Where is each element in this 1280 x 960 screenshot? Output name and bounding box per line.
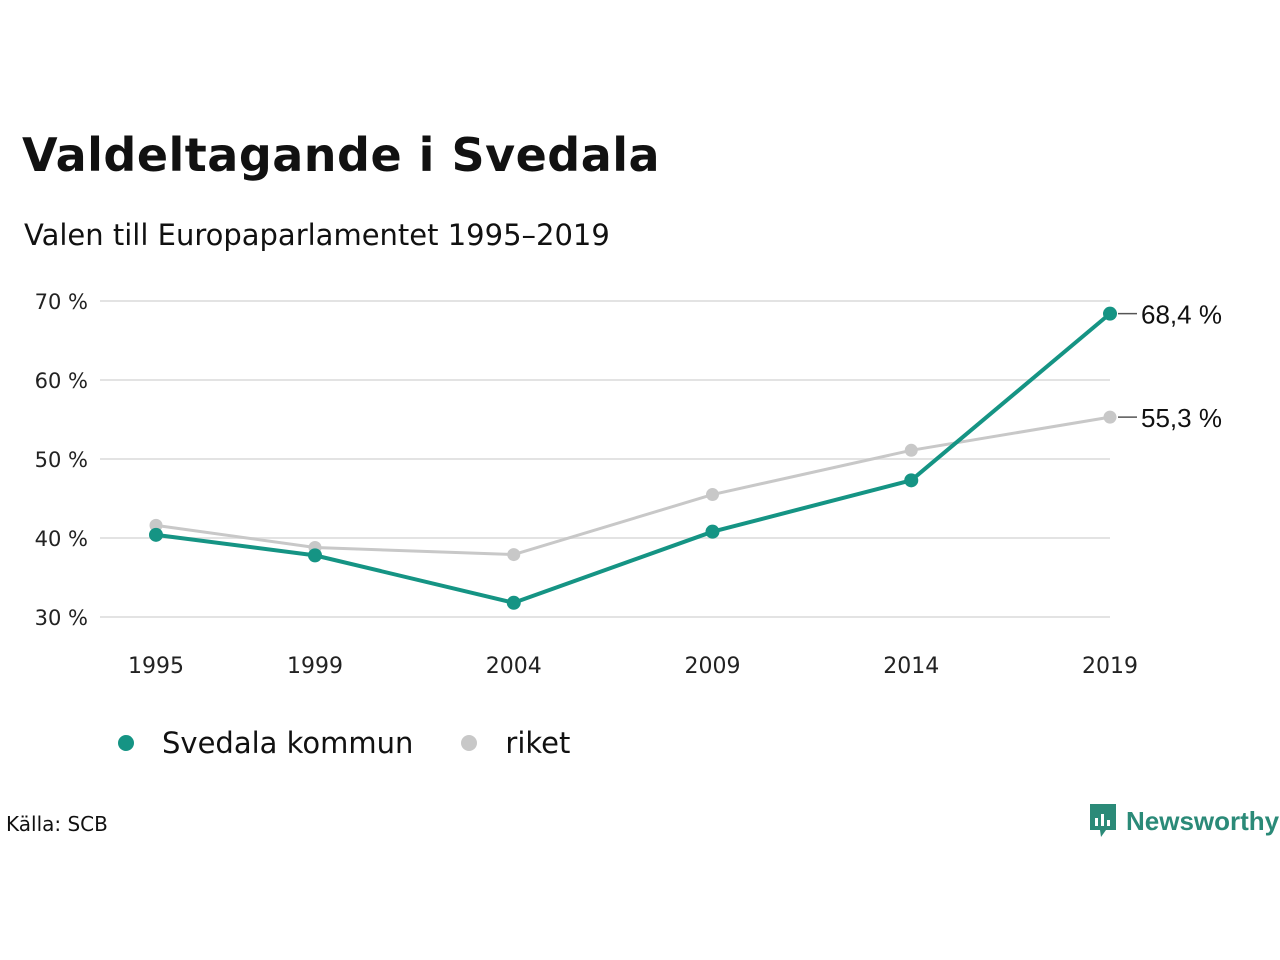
data-point-svedala	[308, 548, 322, 563]
source-note: Källa: SCB	[6, 812, 108, 836]
data-point-riket	[507, 548, 521, 562]
series-line-riket	[155, 415, 1111, 557]
chart-title: Valdeltagande i Svedala	[22, 128, 661, 182]
x-tick-label: 2004	[486, 654, 542, 679]
x-tick-label: 2014	[883, 654, 939, 679]
newsworthy-logo: Newsworthy	[1088, 802, 1279, 840]
data-point-svedala	[149, 527, 163, 542]
legend-item-svedala: Svedala kommun	[118, 726, 413, 760]
y-tick-label: 30 %	[35, 606, 88, 630]
data-point-riket	[149, 518, 163, 532]
data-point-svedala	[705, 524, 720, 539]
y-tick-label: 70 %	[35, 290, 88, 314]
legend: Svedala kommun riket	[118, 726, 618, 760]
newsworthy-chat-chart-icon	[1090, 804, 1116, 837]
y-tick-label: 40 %	[35, 527, 88, 551]
end-value-label-riket: 55,3 %	[1141, 403, 1222, 433]
x-tick-label: 2019	[1082, 654, 1138, 679]
legend-swatch-riket	[461, 735, 478, 751]
x-tick-label: 1999	[287, 654, 343, 679]
legend-item-riket: riket	[461, 726, 570, 760]
data-point-svedala	[506, 595, 521, 610]
legend-label-svedala: Svedala kommun	[162, 726, 414, 760]
legend-swatch-svedala	[118, 735, 134, 751]
line-chart: 30 % 40 % 50 % 60 % 70 % 1995 1999 2004 2009 201…	[35, 290, 1222, 679]
y-tick-label: 60 %	[35, 369, 88, 393]
data-point-svedala	[1103, 306, 1117, 321]
x-tick-label: 2009	[685, 654, 741, 679]
brand-name: Newsworthy	[1126, 805, 1280, 836]
x-tick-label: 1995	[128, 654, 184, 679]
y-tick-label: 50 %	[35, 448, 88, 472]
chart-subtitle: Valen till Europaparlamentet 1995–2019	[24, 218, 610, 252]
end-value-label-svedala: 68,4 %	[1141, 300, 1222, 330]
data-point-riket	[1103, 410, 1117, 424]
data-point-riket	[706, 488, 719, 502]
legend-label-riket: riket	[505, 726, 571, 760]
data-point-svedala	[904, 473, 919, 488]
data-point-riket	[904, 443, 918, 457]
series-line-svedala	[155, 312, 1112, 605]
